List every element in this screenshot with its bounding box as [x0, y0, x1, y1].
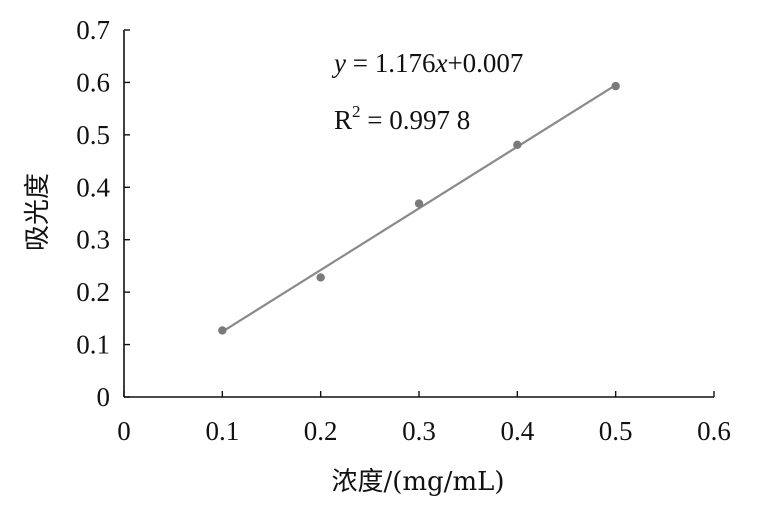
equation-y-var: y	[331, 48, 346, 78]
x-tick-label: 0.5	[599, 416, 633, 446]
y-tick-label: 0	[97, 382, 111, 412]
equation-x-var: x	[434, 48, 447, 78]
axes-group	[123, 29, 715, 398]
data-point	[513, 140, 522, 150]
y-tick-label: 0.6	[76, 67, 110, 97]
fit-line-group	[221, 84, 617, 333]
x-tick-label: 0.2	[304, 416, 338, 446]
data-point	[611, 81, 620, 91]
r2-value: = 0.997 8	[361, 105, 471, 135]
points-group	[218, 81, 620, 335]
x-axis-title: 浓度/(mg/mL)	[331, 467, 504, 497]
x-tick-label: 0.4	[500, 416, 534, 446]
data-point	[218, 326, 227, 335]
r-squared-label: R2 = 0.997 8	[334, 102, 470, 135]
labels-group: 0 0.1 0.2 0.3 0.4 0.5 0.6 0.7 0 0.1 0.2 0.3 0.4 0.5 0.…	[76, 15, 731, 446]
r2-base: R	[334, 105, 352, 135]
regression-line	[221, 84, 617, 333]
data-point	[414, 199, 424, 208]
x-tick-label: 0.6	[697, 416, 731, 446]
x-tick-label: 0.3	[402, 416, 436, 446]
y-axis-title: 吸光度	[23, 173, 53, 251]
y-tick-label: 0.7	[76, 15, 110, 45]
x-tick-label: 0	[117, 416, 131, 446]
y-tick-label: 0.3	[76, 225, 110, 255]
y-tick-label: 0.4	[76, 172, 110, 202]
y-tick-label: 0.2	[76, 277, 110, 307]
equation-intercept: +0.007	[447, 48, 523, 78]
data-point	[316, 273, 325, 282]
x-tick-label: 0.1	[205, 416, 239, 446]
y-tick-label: 0.1	[76, 330, 110, 360]
r2-superscript: 2	[352, 102, 361, 121]
regression-equation: y = 1.176x+0.007	[331, 48, 523, 78]
equation-slope: = 1.176	[346, 48, 435, 78]
y-tick-label: 0.5	[76, 120, 110, 150]
